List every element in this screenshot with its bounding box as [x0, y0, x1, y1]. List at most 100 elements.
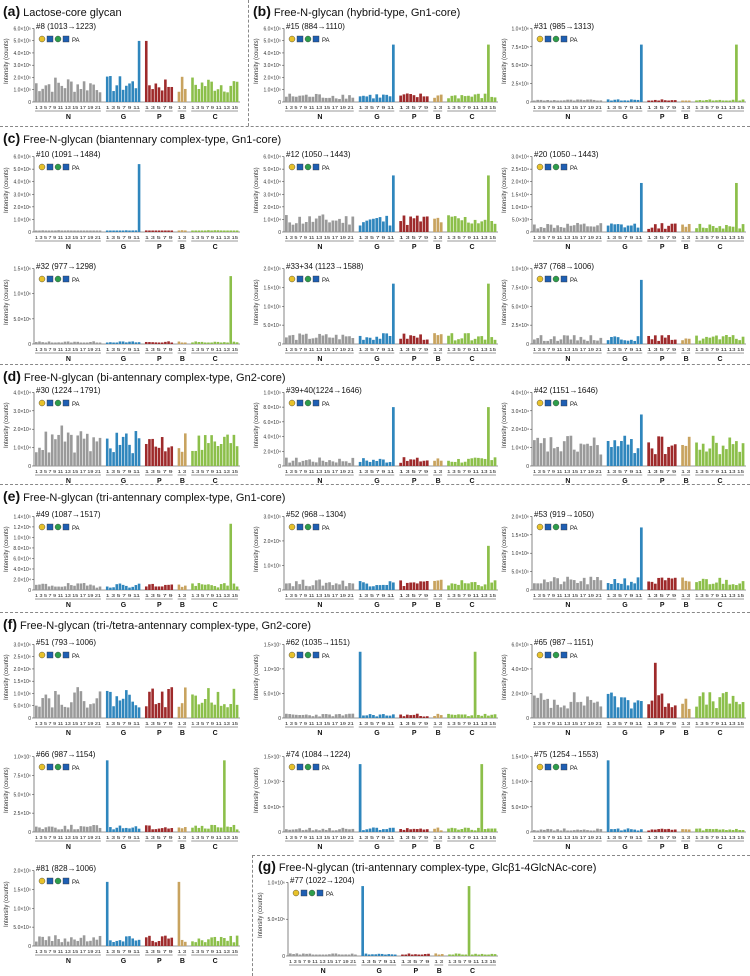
bar	[687, 100, 691, 102]
bar	[385, 215, 389, 232]
bar	[473, 219, 477, 232]
bar	[223, 342, 226, 344]
bar	[681, 444, 684, 466]
bar	[82, 582, 86, 590]
bar	[636, 700, 640, 718]
bar	[341, 461, 345, 466]
bar	[338, 339, 341, 344]
y-axis-label: Intensity (counts)	[254, 526, 260, 572]
bar	[213, 936, 217, 946]
glycan-residue-icon	[54, 35, 62, 43]
bar	[721, 445, 725, 466]
bar	[385, 94, 389, 102]
bar	[650, 100, 654, 102]
bar	[433, 97, 436, 102]
bar	[368, 94, 372, 102]
x-tick-labels: 1 3	[433, 347, 443, 352]
bar	[288, 222, 292, 232]
bar	[118, 583, 122, 590]
bar	[728, 437, 732, 466]
bar	[362, 582, 365, 590]
x-tick-labels: 1 3	[433, 721, 443, 726]
bar	[572, 830, 576, 832]
chart-title: #81 (828→1006)	[36, 864, 96, 873]
bar	[636, 336, 640, 344]
bar	[613, 224, 617, 232]
group-label: B	[684, 244, 689, 251]
bar	[213, 825, 217, 832]
bar	[660, 828, 664, 832]
glycan-residue-icon	[560, 275, 568, 283]
glycan-residue-icon	[54, 763, 62, 771]
bar	[115, 696, 119, 718]
bar	[112, 942, 115, 946]
group-label: C	[718, 478, 723, 485]
bar	[589, 699, 593, 718]
bar	[463, 216, 467, 232]
bar	[725, 100, 728, 102]
bar	[589, 99, 593, 102]
bar	[414, 954, 417, 956]
bar	[304, 585, 308, 590]
bar	[285, 96, 288, 102]
group-label: P	[157, 244, 162, 251]
x-tick-labels: 1 3	[681, 347, 691, 352]
glycan-pa-label: PA	[72, 526, 80, 532]
bar	[705, 704, 708, 718]
bar	[639, 279, 643, 344]
bar	[344, 954, 347, 956]
bar	[63, 938, 67, 946]
bar	[576, 451, 579, 466]
bar	[483, 458, 487, 466]
glycan-residue-icon	[46, 399, 54, 407]
bar	[572, 580, 576, 590]
bar	[453, 583, 457, 590]
bar	[298, 462, 302, 466]
y-tick-label: 2.0×10⁴	[13, 577, 31, 583]
group-label: B	[437, 968, 442, 975]
group-label: P	[157, 958, 162, 965]
bar	[487, 407, 490, 466]
bar	[82, 826, 86, 832]
bar	[82, 935, 86, 946]
bar	[433, 580, 436, 590]
bar	[639, 527, 643, 590]
bar	[338, 98, 341, 102]
bar	[331, 830, 335, 832]
bar	[391, 714, 395, 718]
bar	[667, 828, 670, 832]
bar	[301, 223, 305, 232]
glycan-residue-icon	[304, 275, 312, 283]
x-tick-labels: 1 3 5 7 9 11 13 15	[695, 721, 744, 726]
bar	[412, 95, 416, 102]
bar	[562, 581, 566, 590]
bar	[324, 954, 328, 956]
bar	[311, 716, 315, 718]
bar	[167, 230, 170, 232]
group-label: N	[565, 602, 570, 609]
bar	[415, 215, 419, 232]
glycan-pa-label: PA	[322, 166, 330, 172]
bar	[157, 586, 161, 590]
bar	[334, 830, 338, 832]
bar	[151, 688, 154, 718]
bar	[592, 830, 596, 832]
bar	[546, 451, 550, 466]
bar	[177, 827, 181, 832]
bar	[229, 276, 233, 344]
bar	[85, 941, 89, 946]
glycan-residue-icon	[288, 523, 296, 531]
bar	[57, 82, 60, 102]
group-label: B	[684, 478, 689, 485]
bar	[715, 227, 718, 232]
bar	[85, 433, 89, 466]
bar	[556, 225, 559, 232]
bar	[623, 227, 627, 232]
bar	[118, 700, 122, 718]
bar	[453, 216, 457, 232]
bar	[473, 338, 477, 344]
section-c-title: (c) Free-N-glycan (biantennary complex-ty…	[3, 130, 282, 146]
